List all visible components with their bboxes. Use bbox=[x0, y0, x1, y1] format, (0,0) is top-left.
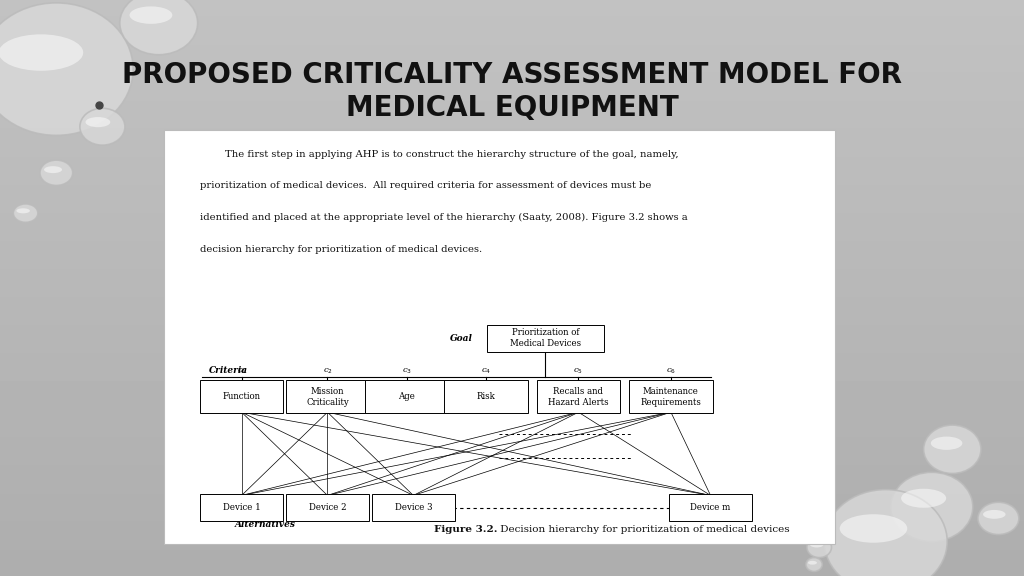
FancyBboxPatch shape bbox=[372, 494, 455, 521]
Text: MEDICAL EQUIPMENT: MEDICAL EQUIPMENT bbox=[346, 94, 678, 122]
Ellipse shape bbox=[978, 502, 1019, 535]
Text: Risk: Risk bbox=[476, 392, 496, 401]
Text: Maintenance
Requirements: Maintenance Requirements bbox=[640, 386, 701, 407]
Ellipse shape bbox=[810, 542, 823, 547]
Text: Recalls and
Hazard Alerts: Recalls and Hazard Alerts bbox=[548, 386, 609, 407]
Text: decision hierarchy for prioritization of medical devices.: decision hierarchy for prioritization of… bbox=[200, 245, 482, 254]
FancyBboxPatch shape bbox=[487, 325, 603, 351]
Ellipse shape bbox=[13, 204, 38, 222]
FancyBboxPatch shape bbox=[537, 381, 621, 413]
Text: The first step in applying AHP is to construct the hierarchy structure of the go: The first step in applying AHP is to con… bbox=[200, 150, 678, 159]
FancyBboxPatch shape bbox=[286, 381, 369, 413]
Ellipse shape bbox=[16, 209, 30, 213]
Text: Figure 3.2.: Figure 3.2. bbox=[433, 525, 498, 535]
Ellipse shape bbox=[924, 425, 981, 473]
Ellipse shape bbox=[807, 537, 831, 558]
Ellipse shape bbox=[983, 510, 1006, 519]
Ellipse shape bbox=[0, 35, 83, 71]
FancyBboxPatch shape bbox=[444, 381, 527, 413]
FancyBboxPatch shape bbox=[200, 494, 284, 521]
Ellipse shape bbox=[806, 558, 822, 571]
FancyBboxPatch shape bbox=[630, 381, 713, 413]
FancyBboxPatch shape bbox=[669, 494, 753, 521]
Text: Goal: Goal bbox=[450, 334, 473, 343]
Ellipse shape bbox=[931, 437, 963, 450]
Text: Device 3: Device 3 bbox=[394, 503, 432, 512]
Text: PROPOSED CRITICALITY ASSESSMENT MODEL FOR: PROPOSED CRITICALITY ASSESSMENT MODEL FO… bbox=[122, 61, 902, 89]
Ellipse shape bbox=[891, 472, 973, 541]
FancyBboxPatch shape bbox=[286, 494, 369, 521]
Text: c$_1$: c$_1$ bbox=[237, 367, 247, 376]
Text: Device m: Device m bbox=[690, 503, 731, 512]
Text: c$_3$: c$_3$ bbox=[401, 367, 412, 376]
FancyBboxPatch shape bbox=[200, 381, 284, 413]
Ellipse shape bbox=[824, 490, 947, 576]
Text: prioritization of medical devices.  All required criteria for assessment of devi: prioritization of medical devices. All r… bbox=[200, 181, 651, 191]
Text: Alternatives: Alternatives bbox=[236, 520, 296, 529]
Ellipse shape bbox=[120, 0, 198, 55]
Text: c$_6$: c$_6$ bbox=[666, 367, 676, 376]
Ellipse shape bbox=[86, 117, 111, 127]
Text: Decision hierarchy for prioritization of medical devices: Decision hierarchy for prioritization of… bbox=[498, 525, 790, 535]
FancyBboxPatch shape bbox=[164, 130, 835, 544]
Ellipse shape bbox=[808, 561, 817, 564]
Ellipse shape bbox=[901, 488, 946, 508]
Text: Mission
Criticality: Mission Criticality bbox=[306, 386, 349, 407]
Text: c$_2$: c$_2$ bbox=[323, 367, 333, 376]
Text: Age: Age bbox=[398, 392, 415, 401]
Text: c$_4$: c$_4$ bbox=[481, 367, 492, 376]
FancyBboxPatch shape bbox=[366, 381, 449, 413]
Ellipse shape bbox=[80, 108, 125, 145]
Ellipse shape bbox=[0, 3, 133, 135]
Ellipse shape bbox=[44, 166, 62, 173]
Ellipse shape bbox=[129, 6, 172, 24]
Text: Prioritization of
Medical Devices: Prioritization of Medical Devices bbox=[510, 328, 581, 348]
Text: c$_5$: c$_5$ bbox=[573, 367, 584, 376]
Text: Device 1: Device 1 bbox=[223, 503, 260, 512]
Text: identified and placed at the appropriate level of the hierarchy (Saaty, 2008). F: identified and placed at the appropriate… bbox=[200, 213, 687, 222]
Text: Device 2: Device 2 bbox=[308, 503, 346, 512]
Ellipse shape bbox=[840, 514, 907, 543]
Text: Function: Function bbox=[222, 392, 261, 401]
Ellipse shape bbox=[40, 160, 73, 185]
Text: Criteria: Criteria bbox=[209, 366, 248, 375]
